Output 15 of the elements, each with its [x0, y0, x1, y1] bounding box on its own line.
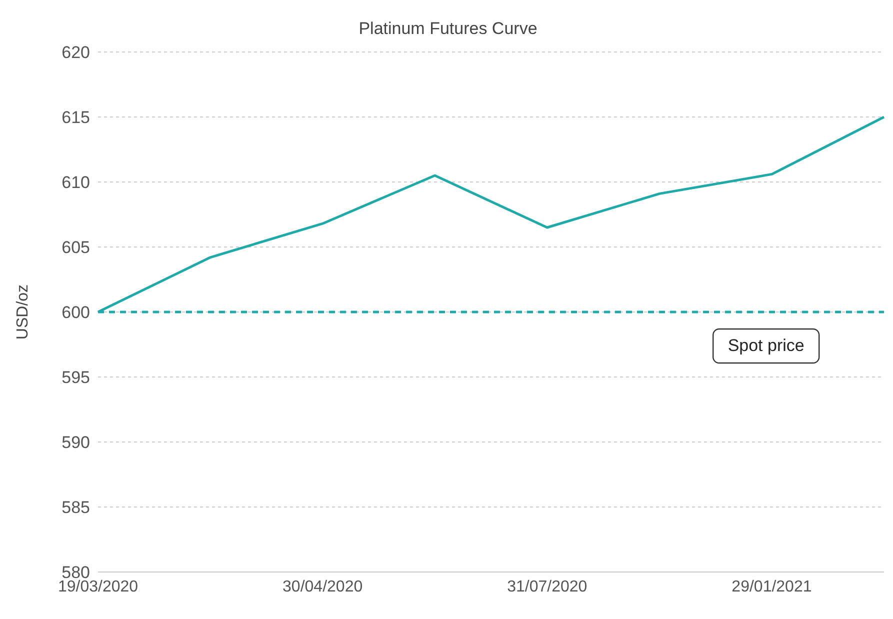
y-tick-label: 610 [62, 173, 90, 192]
x-tick-label: 31/07/2020 [507, 578, 588, 596]
x-tick-label: 30/04/2020 [282, 578, 363, 596]
y-tick-label: 600 [62, 303, 90, 322]
x-tick-label: 29/01/2021 [732, 578, 812, 596]
y-axis-title: USD/oz [14, 284, 32, 340]
y-tick-label: 585 [62, 498, 90, 518]
ref-line-label: Spot price [728, 336, 804, 355]
x-tick-label: 19/03/2020 [58, 578, 138, 596]
y-tick-label: 590 [62, 433, 90, 452]
y-tick-label: 615 [62, 108, 90, 128]
y-tick-label: 620 [62, 43, 90, 62]
chart-title: Platinum Futures Curve [358, 19, 538, 38]
y-tick-label: 595 [62, 368, 90, 388]
y-tick-label: 605 [62, 238, 90, 258]
